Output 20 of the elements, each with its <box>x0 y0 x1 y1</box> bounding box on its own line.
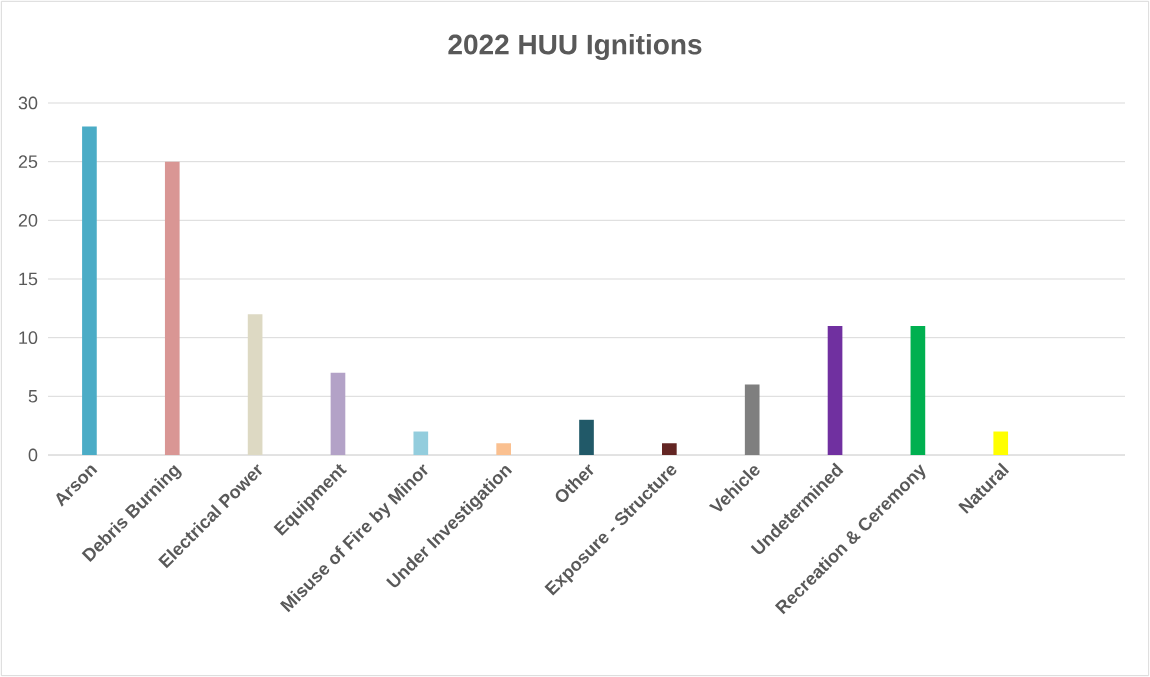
y-tick-label: 30 <box>18 96 38 110</box>
y-tick-label: 10 <box>19 331 38 345</box>
chart-title: 2022 HUU Ignitions <box>448 33 702 61</box>
y-tick-label: 15 <box>19 272 38 286</box>
bar <box>579 419 594 455</box>
bar <box>82 126 97 455</box>
y-tick-label: 0 <box>28 448 38 462</box>
bar <box>910 325 926 455</box>
bar <box>164 161 180 455</box>
bar <box>827 325 843 455</box>
bar <box>744 384 760 455</box>
bar <box>413 431 429 455</box>
y-tick-label: 25 <box>18 155 38 169</box>
bar <box>662 443 677 455</box>
y-tick-label: 5 <box>28 390 38 403</box>
bar <box>496 443 511 455</box>
bar <box>993 431 1009 455</box>
bar <box>330 372 346 455</box>
bar <box>247 314 263 455</box>
y-tick-label: 20 <box>18 213 38 227</box>
